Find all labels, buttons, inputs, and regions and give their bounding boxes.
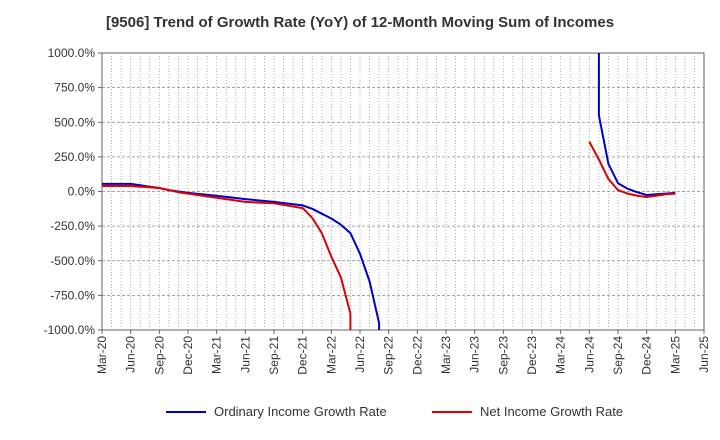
x-tick-label: Mar-25 (668, 336, 682, 374)
x-tick-label: Mar-21 (210, 336, 224, 374)
x-tick-label: Sep-23 (496, 336, 510, 375)
legend-swatch-net-income (432, 410, 472, 413)
x-tick-label: Dec-22 (410, 336, 424, 375)
x-tick-label: Sep-24 (611, 336, 625, 375)
x-tick-label: Sep-20 (152, 336, 166, 375)
x-tick-label: Dec-24 (640, 336, 654, 375)
series-lines (102, 53, 676, 330)
y-tick-label: 750.0% (54, 81, 95, 95)
x-tick-label: Dec-20 (181, 336, 195, 375)
y-tick-label: -250.0% (50, 219, 95, 233)
x-tick-label: Mar-24 (554, 336, 568, 374)
y-tick-label: 0.0% (68, 185, 96, 199)
x-tick-label: Jun-24 (582, 336, 596, 373)
legend: Ordinary Income Growth Rate Net Income G… (0, 404, 720, 424)
x-tick-label: Jun-22 (353, 336, 367, 373)
x-tick-label: Jun-25 (697, 336, 711, 373)
y-tick-label: 500.0% (54, 115, 95, 129)
axes: 1000.0% 750.0% 500.0% 250.0% 0.0% -250.0% -500… (44, 46, 711, 375)
legend-label-net-income: Net Income Growth Rate (480, 404, 624, 419)
x-tick-label: Mar-20 (95, 336, 109, 374)
x-tick-label: Jun-21 (238, 336, 252, 373)
y-tick-label: -1000.0% (44, 323, 96, 337)
x-tick-label: Dec-23 (525, 336, 539, 375)
x-tick-label: Mar-22 (324, 336, 338, 374)
legend-item-ordinary-income: Ordinary Income Growth Rate (166, 404, 387, 419)
x-tick-label: Jun-20 (124, 336, 138, 373)
y-tick-label: 1000.0% (48, 46, 96, 60)
y-tick-label: 250.0% (54, 150, 95, 164)
x-tick-label: Mar-23 (439, 336, 453, 374)
y-tick-label: -750.0% (50, 288, 95, 302)
series-line-segment (102, 185, 352, 330)
legend-item-net-income: Net Income Growth Rate (432, 404, 623, 419)
y-tick-label: -500.0% (50, 254, 95, 268)
x-tick-label: Dec-21 (296, 336, 310, 375)
series-line-segment (102, 182, 381, 330)
grid (101, 52, 705, 331)
chart-title: [9506] Trend of Growth Rate (YoY) of 12-… (105, 14, 615, 31)
series-ordinary-income (102, 53, 676, 330)
x-tick-label: Sep-22 (382, 336, 396, 375)
x-tick-label: Sep-21 (267, 336, 281, 375)
series-line-segment (588, 141, 676, 198)
x-tick-label: Jun-23 (468, 336, 482, 373)
series-net-income (102, 141, 676, 330)
series-line-segment (597, 53, 676, 196)
legend-label-ordinary-income: Ordinary Income Growth Rate (214, 404, 387, 419)
legend-swatch-ordinary-income (166, 410, 206, 413)
